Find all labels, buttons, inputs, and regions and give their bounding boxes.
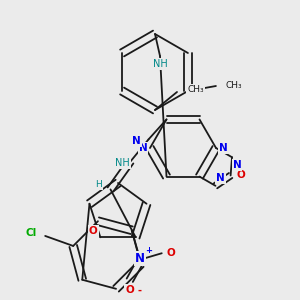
Text: NH: NH <box>153 59 167 69</box>
Text: N: N <box>132 136 141 146</box>
Text: NH: NH <box>115 158 130 168</box>
Text: N: N <box>135 252 145 265</box>
Text: -: - <box>138 285 142 295</box>
Text: Cl: Cl <box>26 228 37 238</box>
Text: N: N <box>139 143 147 153</box>
Text: O: O <box>236 170 245 181</box>
Text: CH₃: CH₃ <box>226 82 242 91</box>
Text: O: O <box>167 248 175 258</box>
Text: N: N <box>219 143 227 153</box>
Text: +: + <box>145 246 152 255</box>
Text: N: N <box>216 173 225 183</box>
Text: O: O <box>89 226 98 236</box>
Text: O: O <box>125 285 134 295</box>
Text: H: H <box>95 180 102 189</box>
Text: N: N <box>232 160 242 170</box>
Text: CH₃: CH₃ <box>187 85 204 94</box>
